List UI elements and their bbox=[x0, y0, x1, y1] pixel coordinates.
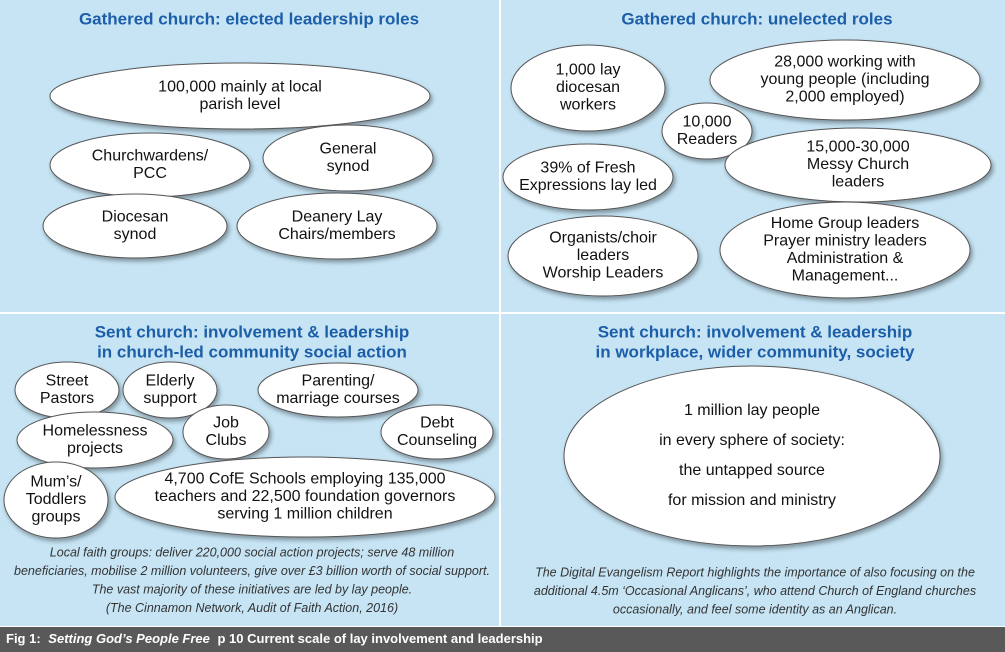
bubble-text: Diocesan bbox=[102, 208, 169, 225]
bubble-text: Job bbox=[213, 414, 239, 431]
highlight-text: for mission and ministry bbox=[668, 492, 836, 509]
bubble bbox=[502, 143, 674, 211]
bubble-text: serving 1 million children bbox=[217, 506, 392, 523]
bubble-text: synod bbox=[114, 226, 157, 243]
caption-text: p 10 Current scale of lay involvement an… bbox=[218, 631, 543, 646]
bubble-text: Street bbox=[46, 372, 89, 389]
bubble bbox=[510, 44, 666, 132]
bubble-text: Home Group leaders bbox=[771, 215, 920, 232]
bubble-text: PCC bbox=[133, 165, 167, 182]
bubble-text: Churchwardens/ bbox=[92, 147, 209, 164]
bubble-text: marriage courses bbox=[276, 390, 400, 407]
bubble-text: synod bbox=[327, 158, 370, 175]
bubble-text: General bbox=[320, 140, 377, 157]
bubble-text: 28,000 working with bbox=[774, 54, 915, 71]
bubble-text: parish level bbox=[200, 96, 281, 113]
caption-label: Fig 1: bbox=[6, 631, 41, 646]
bubble-text: Mum’s/ bbox=[30, 474, 82, 491]
bubble bbox=[49, 62, 431, 130]
bubble-text: Management... bbox=[792, 267, 899, 284]
bubble-text: teachers and 22,500 foundation governors bbox=[155, 488, 456, 505]
bubble bbox=[507, 215, 699, 297]
bubble-text: 15,000-30,000 bbox=[806, 139, 909, 156]
bubble bbox=[114, 456, 496, 538]
bubble bbox=[563, 365, 941, 547]
bubble-text: Deanery Lay bbox=[292, 208, 383, 225]
bubble-text: workers bbox=[559, 97, 616, 114]
note: The vast majority of these initiatives a… bbox=[92, 582, 412, 596]
bubble-text: in every sphere of society: bbox=[659, 432, 845, 449]
bubble-text: support bbox=[143, 390, 197, 407]
panel-title: Gathered church: elected leadership role… bbox=[79, 9, 419, 28]
bubble-text: Organists/choir bbox=[549, 230, 657, 247]
bubble-text: 1,000 lay bbox=[556, 62, 621, 79]
panel-title: Gathered church: unelected roles bbox=[621, 9, 892, 28]
note: additional 4.5m ‘Occasional Anglicans’, … bbox=[534, 584, 976, 598]
bubble bbox=[380, 404, 494, 460]
bubble-text: Prayer ministry leaders bbox=[763, 232, 927, 249]
bubble-text: 4,700 CofE Schools employing 135,000 bbox=[164, 471, 445, 488]
bubble-text: Chairs/members bbox=[278, 226, 395, 243]
bubble bbox=[257, 362, 419, 418]
note: The Digital Evangelism Report highlights… bbox=[535, 565, 975, 579]
bubble bbox=[16, 411, 174, 469]
bubble-text: Elderly bbox=[146, 372, 195, 389]
bubble bbox=[262, 124, 434, 192]
note: Local faith groups: deliver 220,000 soci… bbox=[50, 545, 454, 559]
bubble-text: leaders bbox=[577, 247, 629, 264]
bubble-text: 10,000 bbox=[683, 113, 732, 130]
bubble-text: projects bbox=[67, 440, 123, 457]
bubble-text: Toddlers bbox=[26, 491, 86, 508]
bubble-text: Messy Church bbox=[807, 156, 909, 173]
bubble-text: Readers bbox=[677, 131, 737, 148]
note: beneficiaries, mobilise 2 million volunt… bbox=[14, 564, 490, 578]
bubble-text: Worship Leaders bbox=[543, 265, 664, 282]
bubble-text: Pastors bbox=[40, 390, 94, 407]
bubble-text: 2,000 employed) bbox=[785, 89, 904, 106]
bubble bbox=[182, 404, 270, 460]
bubble-text: Clubs bbox=[206, 432, 247, 449]
bubble-text: Debt bbox=[420, 414, 454, 431]
note: occasionally, and feel some identity as … bbox=[613, 602, 897, 616]
bubble-text: 1 million lay people bbox=[684, 402, 820, 419]
highlight-text: the untapped source bbox=[679, 462, 825, 479]
bubble bbox=[122, 361, 218, 419]
bubble bbox=[3, 461, 109, 539]
bubble bbox=[236, 192, 438, 260]
bubble-text: Counseling bbox=[397, 432, 477, 449]
bubble-text: diocesan bbox=[556, 79, 620, 96]
bubble bbox=[661, 102, 753, 160]
bubble-text: 39% of Fresh bbox=[540, 159, 635, 176]
panel-title: in church-led community social action bbox=[97, 342, 407, 361]
bubble bbox=[42, 193, 228, 259]
bubble-text: 100,000 mainly at local bbox=[158, 78, 322, 95]
bubble-text: Administration & bbox=[787, 250, 904, 267]
bubble-text: Expressions lay led bbox=[519, 177, 657, 194]
panel-title: in workplace, wider community, society bbox=[596, 342, 916, 361]
caption-title: Setting God’s People Free bbox=[48, 631, 210, 646]
caption: Fig 1: Setting God’s People Free p 10 Cu… bbox=[6, 631, 543, 646]
bubble-text: young people (including bbox=[760, 71, 929, 88]
bubble bbox=[709, 39, 981, 121]
panel-title: Sent church: involvement & leadership bbox=[598, 322, 913, 341]
bubble-text: Homelessness bbox=[43, 422, 148, 439]
note: (The Cinnamon Network, Audit of Faith Ac… bbox=[106, 601, 398, 615]
bubble-text: Parenting/ bbox=[302, 372, 375, 389]
bubble-text: leaders bbox=[832, 174, 884, 191]
caption-bar bbox=[0, 627, 1005, 652]
bubble bbox=[719, 201, 971, 299]
bubble-text: groups bbox=[32, 509, 81, 526]
panel-title: Sent church: involvement & leadership bbox=[95, 322, 410, 341]
